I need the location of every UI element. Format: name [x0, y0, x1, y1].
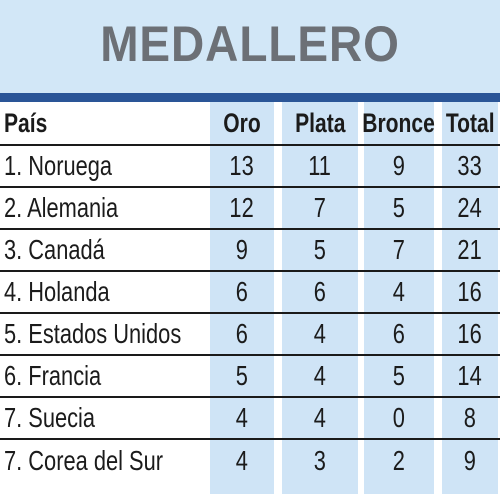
silver-count: 4 — [313, 318, 327, 349]
accent-bar — [0, 93, 500, 102]
page-title: MEDALLERO — [100, 16, 400, 72]
country-name: 2. Alemania — [4, 192, 119, 223]
header-country: País — [4, 107, 48, 138]
bronze-count: 9 — [392, 150, 406, 181]
gold-column-highlight — [210, 102, 274, 494]
total-count: 21 — [457, 234, 483, 265]
total-count: 8 — [463, 402, 477, 433]
total-column-highlight — [442, 102, 498, 494]
total-count: 16 — [457, 318, 483, 349]
bronze-count: 7 — [392, 234, 406, 265]
bronze-count: 4 — [392, 276, 406, 307]
country-name: 6. Francia — [4, 360, 102, 391]
country-name: 1. Noruega — [4, 150, 113, 181]
title-banner: MEDALLERO — [0, 0, 500, 93]
silver-count: 4 — [313, 360, 327, 391]
total-count: 14 — [457, 360, 483, 391]
header-bronze: Bronce — [362, 107, 436, 138]
bronze-count: 5 — [392, 360, 406, 391]
silver-count: 5 — [313, 234, 327, 265]
bronze-column-highlight — [364, 102, 434, 494]
silver-count: 3 — [313, 445, 327, 476]
gold-count: 4 — [235, 445, 249, 476]
table-row: 7. Suecia 4 4 0 8 — [0, 398, 500, 440]
bronze-count: 0 — [392, 402, 406, 433]
bronze-count: 6 — [392, 318, 406, 349]
country-name: 4. Holanda — [4, 276, 110, 307]
country-name: 3. Canadá — [4, 234, 105, 265]
header-total: Total — [445, 107, 495, 138]
country-name: 7. Corea del Sur — [4, 445, 164, 476]
silver-count: 4 — [313, 402, 327, 433]
table-header-row: País Oro Plata Bronce Total — [0, 102, 500, 146]
gold-count: 4 — [235, 402, 249, 433]
silver-count: 11 — [308, 150, 332, 181]
gold-count: 6 — [235, 318, 249, 349]
header-gold: Oro — [223, 107, 261, 138]
table-row: 3. Canadá 9 5 7 21 — [0, 230, 500, 272]
total-count: 16 — [457, 276, 483, 307]
total-count: 24 — [457, 192, 483, 223]
table-row: 4. Holanda 6 6 4 16 — [0, 272, 500, 314]
total-count: 33 — [457, 150, 483, 181]
medal-table: País Oro Plata Bronce Total 1. Noruega 1… — [0, 102, 500, 482]
bronze-count: 2 — [392, 445, 406, 476]
total-count: 9 — [463, 445, 477, 476]
table-row: 6. Francia 5 4 5 14 — [0, 356, 500, 398]
silver-count: 7 — [313, 192, 327, 223]
gold-count: 6 — [235, 276, 249, 307]
gold-count: 9 — [235, 234, 249, 265]
header-silver: Plata — [294, 107, 346, 138]
country-name: 5. Estados Unidos — [4, 318, 182, 349]
gold-count: 13 — [229, 150, 255, 181]
gold-count: 12 — [229, 192, 255, 223]
table-row: 7. Corea del Sur 4 3 2 9 — [0, 440, 500, 482]
country-name: 7. Suecia — [4, 402, 96, 433]
silver-count: 6 — [313, 276, 327, 307]
silver-column-highlight — [282, 102, 358, 494]
gold-count: 5 — [235, 360, 249, 391]
table-row: 1. Noruega 13 11 9 33 — [0, 146, 500, 188]
table-row: 5. Estados Unidos 6 4 6 16 — [0, 314, 500, 356]
table-row: 2. Alemania 12 7 5 24 — [0, 188, 500, 230]
bronze-count: 5 — [392, 192, 406, 223]
